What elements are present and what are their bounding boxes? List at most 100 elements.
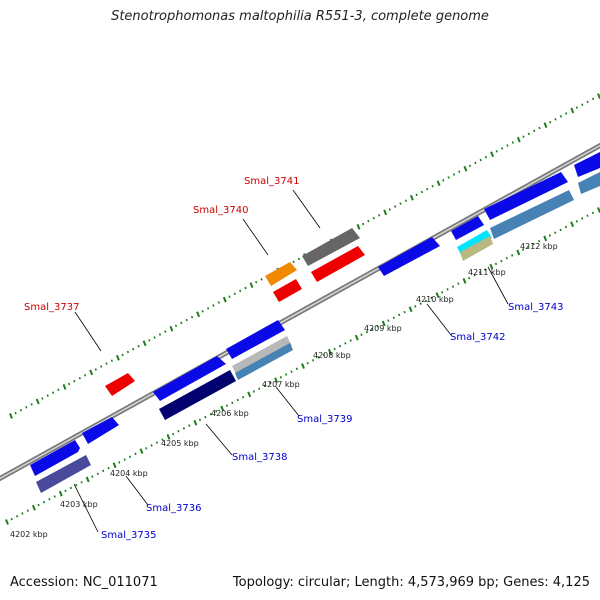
gene-feature[interactable] [484, 172, 568, 220]
gene-label[interactable]: Smal_3735 [101, 530, 156, 541]
minor-tick [190, 315, 194, 319]
minor-tick [182, 427, 185, 430]
major-tick [112, 462, 117, 469]
gene-feature[interactable] [273, 279, 302, 302]
tick-label: 4209 kbp [364, 324, 402, 333]
minor-tick [575, 220, 578, 223]
tick-label: 4207 kbp [262, 380, 300, 389]
minor-tick [474, 161, 477, 165]
gene-label[interactable]: Smal_3742 [450, 332, 505, 343]
gene-feature[interactable] [235, 343, 293, 380]
minor-tick [73, 379, 76, 383]
tick-label: 4203 kbp [60, 500, 98, 509]
minor-tick [554, 231, 557, 234]
minor-tick [511, 254, 514, 257]
minor-tick [367, 219, 370, 223]
minor-tick [16, 515, 19, 518]
gene-feature[interactable] [490, 190, 574, 239]
gene-feature[interactable] [105, 373, 135, 396]
gene-feature[interactable] [265, 262, 297, 286]
gene-feature[interactable] [311, 246, 365, 282]
minor-tick [57, 388, 60, 392]
minor-tick [458, 170, 461, 173]
minor-tick [586, 214, 589, 217]
gene-feature[interactable] [232, 336, 292, 376]
tick-label: 4208 kbp [313, 351, 351, 360]
minor-tick [174, 324, 178, 328]
gene-label[interactable]: Smal_3743 [508, 302, 563, 313]
minor-tick [457, 282, 460, 285]
minor-tick [292, 260, 295, 264]
gene-feature[interactable] [30, 440, 80, 476]
gene-feature[interactable] [457, 230, 492, 255]
gene-feature[interactable] [226, 320, 285, 359]
minor-tick [105, 362, 108, 365]
minor-tick [442, 179, 445, 182]
gene-feature[interactable] [153, 356, 226, 401]
minor-tick [242, 395, 245, 399]
minor-tick [52, 391, 55, 394]
minor-tick [446, 288, 449, 291]
major-tick [409, 194, 414, 201]
gene-feature[interactable] [451, 216, 484, 240]
major-tick [247, 391, 252, 398]
minor-tick [532, 242, 535, 246]
minor-tick [255, 280, 258, 284]
minor-tick [511, 141, 514, 144]
gene-label[interactable]: Smal_3741 [244, 176, 299, 187]
minor-tick [559, 115, 562, 118]
major-tick [166, 434, 171, 440]
minor-tick [14, 411, 17, 415]
minor-tick [403, 310, 406, 314]
minor-tick [371, 327, 374, 331]
minor-tick [78, 376, 81, 380]
gene-label[interactable]: Smal_3739 [297, 414, 352, 425]
gene-feature[interactable] [82, 417, 119, 444]
tick-label: 4206 kbp [211, 409, 249, 418]
minor-tick [252, 390, 255, 393]
minor-tick [484, 268, 487, 271]
minor-tick [430, 296, 433, 300]
gene-feature[interactable] [578, 172, 600, 194]
major-tick [354, 334, 359, 341]
gene-feature[interactable] [574, 152, 600, 177]
gene-feature[interactable] [302, 228, 360, 266]
gene-feature[interactable] [159, 370, 236, 420]
major-tick [436, 180, 441, 187]
gene-label[interactable]: Smal_3736 [146, 503, 201, 514]
minor-tick [484, 155, 488, 159]
minor-tick [201, 310, 204, 313]
gene-feature[interactable] [36, 455, 91, 493]
minor-tick [180, 321, 183, 325]
label-pointers [73, 189, 509, 533]
major-tick [301, 363, 305, 369]
gene-feature[interactable] [460, 236, 493, 261]
minor-tick [591, 97, 595, 101]
minor-tick [26, 509, 29, 512]
minor-tick [153, 336, 156, 339]
minor-tick [473, 273, 476, 277]
minor-tick [575, 106, 578, 109]
minor-tick [121, 353, 124, 357]
tick-label: 4212 kbp [520, 242, 558, 251]
major-tick [383, 209, 388, 216]
gene-label[interactable]: Smal_3737 [24, 302, 79, 313]
minor-tick [306, 361, 309, 365]
minor-tick [75, 483, 78, 487]
minor-tick [468, 164, 472, 168]
gene-feature[interactable] [378, 237, 440, 276]
major-tick [489, 263, 494, 270]
minor-tick [297, 257, 301, 261]
major-tick [142, 340, 147, 347]
major-tick [249, 282, 254, 288]
minor-tick [107, 466, 110, 470]
minor-tick [425, 299, 428, 303]
minor-tick [110, 359, 113, 362]
gene-label[interactable]: Smal_3740 [193, 205, 248, 216]
gene-label[interactable]: Smal_3738 [232, 452, 287, 463]
major-tick [169, 325, 174, 332]
minor-tick [344, 342, 347, 345]
minor-tick [527, 132, 530, 136]
minor-tick [398, 313, 401, 317]
